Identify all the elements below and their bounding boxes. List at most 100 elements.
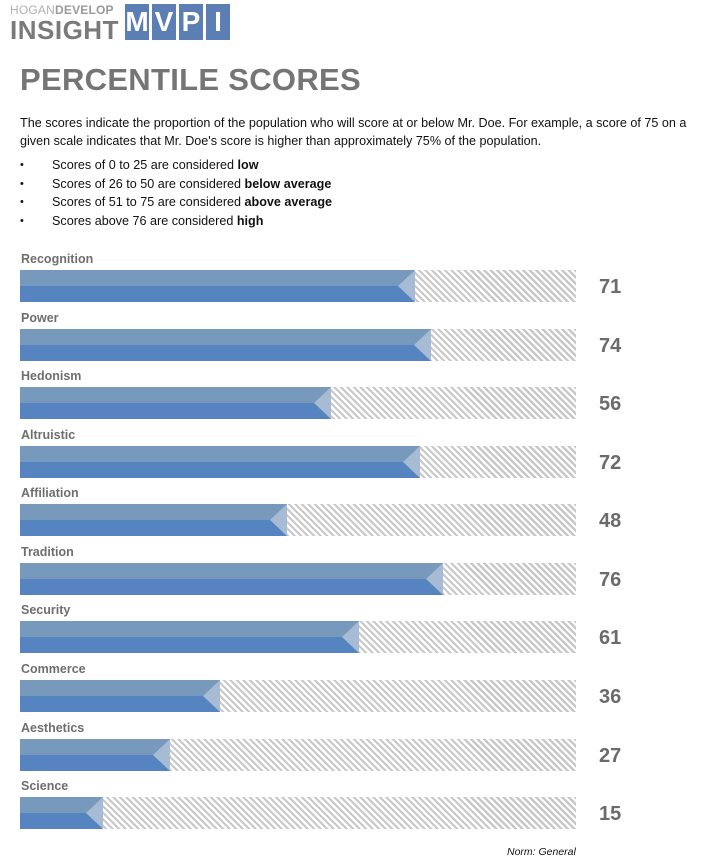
logo-brand-light: HOGAN [10,3,56,17]
score-bar-track [20,270,576,302]
score-bar-fill [20,797,104,829]
logo-mvpi: M V P I [125,4,230,40]
scale-label: Hedonism [21,369,82,383]
score-bar-track [20,329,576,361]
score-bar-fill-top [20,270,415,286]
score-value: 72 [599,452,622,474]
score-bar-track [20,387,576,419]
score-bar-fill-bottom [20,345,432,361]
chart-row-power: Power 74 [20,311,700,369]
chart-row-commerce: Commerce 36 [20,662,700,720]
score-bar-fill [20,387,332,419]
score-bar-fill [20,739,171,771]
arrow-tip-icon [203,680,221,712]
score-bar-fill-top [20,680,221,696]
score-bar-fill-bottom [20,637,360,653]
score-value: 56 [599,393,622,415]
score-bar-track [20,680,576,712]
score-bar-fill [20,504,287,536]
chart-row-security: Security 61 [20,603,700,661]
score-bar-fill [20,446,421,478]
scale-label: Recognition [21,252,94,266]
bullet-level: below average [244,176,332,191]
chart-row-tradition: Tradition 76 [20,545,700,603]
score-bar-fill-bottom [20,403,332,419]
chart-row-affiliation: Affiliation 48 [20,486,700,544]
logo-brand-bold: DEVELOP [55,3,114,17]
arrow-tip-icon [342,621,360,653]
score-value: 36 [599,686,622,708]
score-bar-fill [20,329,432,361]
score-value: 15 [599,803,622,825]
score-value: 74 [599,335,622,357]
scale-label: Power [21,311,59,325]
bullet-text: Scores above 76 are considered [52,213,237,228]
score-bar-fill-top [20,329,432,345]
score-bar-fill-top [20,797,104,813]
scale-label: Security [21,603,71,617]
scale-label: Aesthetics [21,721,85,735]
logo-letter: P [179,4,203,40]
logo-letter: M [125,4,149,40]
logo-brand: HOGANDEVELOP [10,4,114,16]
arrow-tip-icon [314,387,332,419]
bullet-level: high [236,213,264,228]
score-value: 48 [599,510,622,532]
list-item: Scores of 26 to 50 are considered below … [20,175,332,194]
arrow-tip-icon [425,563,443,595]
bullet-level: above average [244,195,333,209]
score-bar-fill [20,270,415,302]
score-value: 76 [599,569,622,591]
score-bar-fill-top [20,739,171,755]
arrow-tip-icon [86,797,104,829]
score-bar-fill-bottom [20,286,415,302]
score-bar-fill-bottom [20,696,221,712]
chart-row-aesthetics: Aesthetics 27 [20,721,700,779]
score-bar-fill-top [20,504,287,520]
list-item: Scores above 76 are considered high [20,212,332,231]
arrow-tip-icon [397,270,415,302]
arrow-tip-icon [153,739,171,771]
scale-label: Tradition [21,545,74,559]
score-bar-fill-bottom [20,520,287,536]
chart-row-altruistic: Altruistic 72 [20,428,700,486]
score-bar-fill-top [20,446,421,462]
score-bar-fill-bottom [20,462,421,478]
norm-label: Norm: General [507,846,576,858]
score-bar-track [20,797,576,829]
score-bar-fill-bottom [20,579,443,595]
score-bar-fill-top [20,621,360,637]
chart-row-hedonism: Hedonism 56 [20,369,700,427]
bullet-text: Scores of 51 to 75 are considered [52,195,245,209]
score-bar-track [20,446,576,478]
logo-letter: V [152,4,176,40]
arrow-tip-icon [414,329,432,361]
score-bar-fill-top [20,563,443,579]
score-value: 71 [599,276,622,298]
score-bar-fill-top [20,387,332,403]
score-bar-fill [20,563,443,595]
score-value: 61 [599,627,622,649]
score-bar-track [20,739,576,771]
bullet-level: low [237,158,259,172]
score-bar-track [20,504,576,536]
logo-insight: INSIGHT [10,15,119,45]
list-item: Scores of 0 to 25 are considered low [20,156,332,175]
score-bar-fill [20,621,360,653]
logo-letter: I [206,4,230,40]
list-item: Scores of 51 to 75 are considered above … [20,193,332,212]
score-bar-fill-bottom [20,755,171,771]
score-range-list: Scores of 0 to 25 are considered low Sco… [20,156,332,230]
scale-label: Affiliation [21,486,79,500]
score-bar-fill [20,680,221,712]
scale-label: Science [21,779,69,793]
score-bar-fill-bottom [20,813,104,829]
page-title: PERCENTILE SCORES [20,62,361,97]
score-bar-track [20,621,576,653]
score-bar-track [20,563,576,595]
bullet-text: Scores of 26 to 50 are considered [52,176,245,191]
chart-row-science: Science 15 [20,779,700,837]
chart-row-recognition: Recognition 71 [20,252,700,310]
arrow-tip-icon [403,446,421,478]
score-value: 27 [599,745,622,767]
